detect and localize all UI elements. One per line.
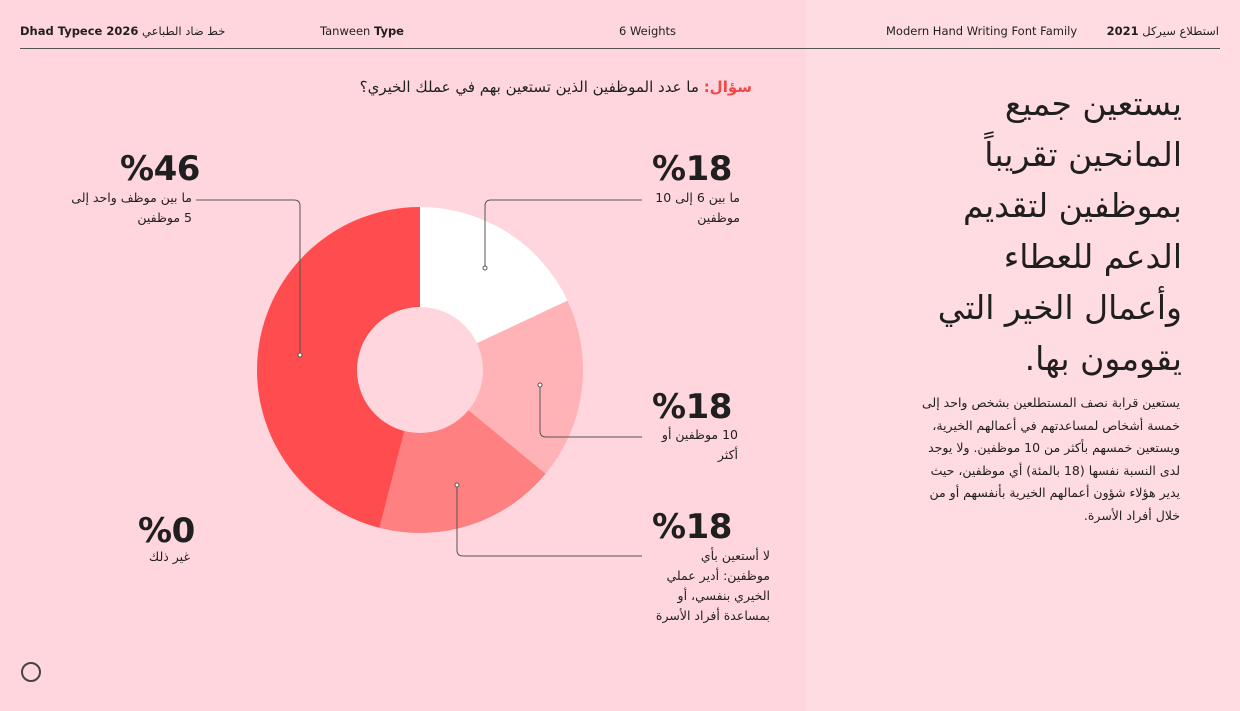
summary-paragraph: يستعين قرابة نصف المستطلعين بشخص واحد إل… [922,395,1180,523]
header-survey: استطلاع سيركل 2021 [1107,24,1219,38]
slice-value-other: %0 [138,511,195,551]
leader-dot-3 [297,352,303,358]
header-brand: Dhad Typece 2026 [20,24,139,38]
header-family: Modern Hand Writing Font Family [886,24,1078,38]
slice-label-10-plus: 10 موظفين أو أكثر [661,427,738,462]
donut-hole [357,307,483,433]
leader-line-0 [484,199,642,268]
header-survey-title: استطلاع سيركل [1142,24,1219,38]
slice-value-1-5: %46 [120,149,200,189]
leader-dot-0 [482,265,488,271]
slice-value-no-staff: %18 [652,507,732,547]
leader-dot-1 [537,382,543,388]
header-studio-prefix: Tanween [320,24,371,38]
leader-dot-2 [454,482,460,488]
circle-nav-button[interactable] [21,662,41,682]
slice-value-6-10: %18 [652,149,732,189]
leader-line-3 [196,199,301,355]
header-studio: Tanween Type [320,24,404,38]
slice-label-other: غير ذلك [148,549,190,564]
slice-label-6-10: ما بين 6 إلى 10 موظفين [655,190,740,225]
headline: يستعين جميع المانحين تقريباً بموظفين لتق… [937,84,1182,378]
slice-label-no-staff: لا أستعين بأي موظفين: أدير عملي الخيري ب… [655,548,770,623]
header-arabic-title: خط ضاد الطباعي [142,24,226,38]
right-panel [806,0,1240,711]
donut-slice-1 [420,300,583,474]
leader-line-1 [539,385,642,438]
leader-line-2 [456,485,642,557]
donut-slice-3 [257,207,420,528]
header-weights: 6 Weights [619,24,677,38]
question-text: ما عدد الموظفين الذين تستعين بهم في عملك… [359,78,704,96]
slice-label-1-5: ما بين موظف واحد إلى 5 موظفين [71,190,192,225]
header-survey-year: 2021 [1106,24,1139,38]
header-left-title: Dhad Typece 2026 خط ضاد الطباعي [20,24,225,38]
header-divider [20,48,1220,49]
header-studio-suffix: Type [373,24,404,38]
slice-value-10-plus: %18 [652,387,732,427]
survey-question: سؤال: ما عدد الموظفين الذين تستعين بهم ف… [260,78,752,96]
question-label: سؤال: [703,78,752,96]
